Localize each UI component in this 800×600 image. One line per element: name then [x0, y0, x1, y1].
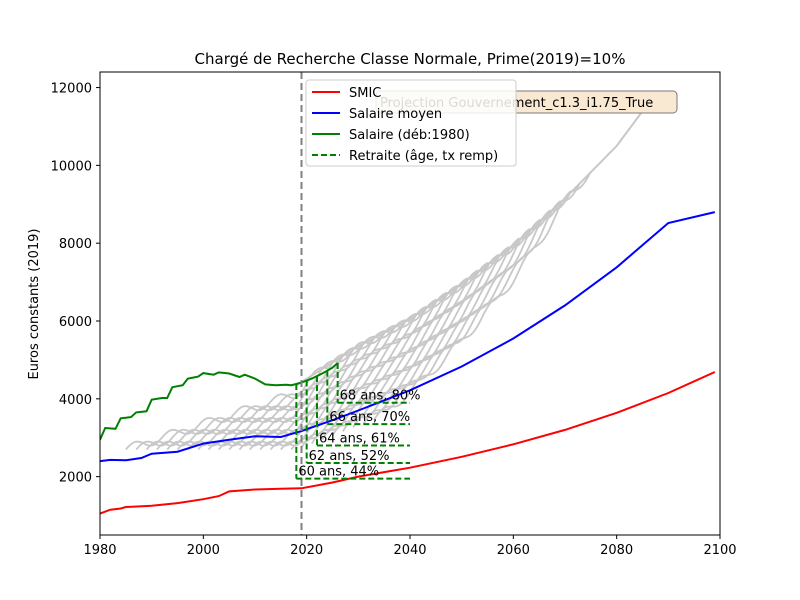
plot-inner: 60 ans, 44%62 ans, 52% 64 ans, 61% 66 ans,…	[100, 72, 716, 535]
grey-career-curve	[280, 255, 499, 451]
retirement-label: 64 ans, 61%	[319, 432, 400, 447]
y-tick-label: 6000	[59, 315, 92, 330]
y-tick-label: 4000	[59, 393, 92, 408]
series-line-salaire-d-b-1980-	[100, 362, 339, 441]
y-tick-label: 2000	[59, 471, 92, 486]
grey-career-curve	[249, 279, 468, 451]
y-tick-label: 8000	[59, 237, 92, 252]
grey-career-curve	[176, 326, 396, 451]
x-tick-label: 1980	[83, 543, 116, 558]
x-tick-label: 2020	[290, 543, 323, 558]
x-tick-label: 2060	[497, 543, 530, 558]
y-tick-label: 12000	[51, 82, 92, 97]
grey-career-curve	[259, 271, 478, 451]
retirement-label: 62 ans, 52%	[309, 449, 390, 464]
grey-career-curve	[373, 171, 592, 421]
x-tick-label: 2080	[600, 543, 633, 558]
series-line-salaire-moyen	[100, 211, 716, 463]
retirement-label: 68 ans, 80%	[340, 389, 421, 404]
y-axis-label: Euros constants (2019)	[27, 228, 42, 379]
x-tick-label: 2040	[393, 543, 426, 558]
legend-label: Salaire moyen	[349, 107, 442, 122]
legend: SMIC Salaire moyen Salaire (déb:1980) Retra…	[305, 79, 517, 167]
grey-career-curve	[166, 331, 385, 451]
plot-area: 60 ans, 44%62 ans, 52% 64 ans, 61% 66 ans,…	[100, 72, 716, 535]
retirement-label: 66 ans, 70%	[329, 410, 410, 425]
grey-career-curve	[269, 263, 489, 451]
grey-career-curve	[218, 300, 437, 451]
legend-frame	[305, 79, 517, 167]
retirement-label: 60 ans, 44%	[298, 465, 379, 480]
legend-label: Salaire (déb:1980)	[349, 128, 470, 143]
x-tick-label: 2000	[187, 543, 220, 558]
grey-career-curve	[362, 181, 582, 425]
chart-title: Chargé de Recherche Classe Normale, Prim…	[195, 50, 626, 68]
axis-ticks: 1980 2000 2020 2040 2060 2080 2100 2000 4000 6000…	[51, 82, 737, 558]
grey-envelope-curve	[295, 96, 654, 387]
legend-label: Retraite (âge, tx remp)	[349, 149, 498, 164]
legend-label: SMIC	[349, 86, 381, 101]
y-tick-label: 10000	[51, 159, 92, 174]
grey-career-curve	[290, 248, 509, 451]
grey-career-curve	[352, 192, 571, 428]
series-line-smic	[100, 371, 716, 515]
x-tick-label: 2100	[703, 543, 736, 558]
grey-career-curve	[300, 239, 520, 448]
